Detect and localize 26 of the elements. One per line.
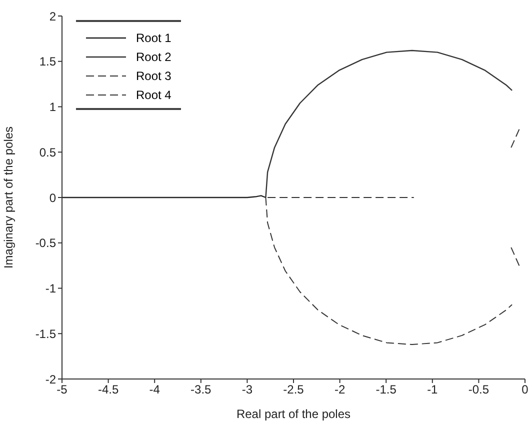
y-tick-label: -1.5 [35,326,56,341]
y-tick-label: 0.5 [39,145,56,160]
y-tick-label: -2 [45,372,56,386]
x-tick-label: -4.5 [98,382,119,397]
x-tick-label: -4 [149,382,160,397]
legend-label: Root 2 [136,50,172,64]
legend-label: Root 4 [136,88,172,102]
x-tick-label: -5 [56,382,68,397]
y-tick-label: 1 [49,100,56,114]
y-tick-label: 1.5 [39,54,56,69]
x-tick-label: -1.5 [376,382,397,397]
x-tick-label: -2.5 [283,382,304,397]
legend-label: Root 3 [136,68,172,82]
y-tick-label: 0 [49,190,56,205]
x-axis-title: Real part of the poles [236,407,351,421]
y-axis-title: Imaginary part of the poles [1,126,16,269]
x-tick-label: -3.5 [190,382,212,397]
x-tick-label: 0 [522,382,529,397]
x-tick-label: -3 [242,382,253,397]
x-tick-label: -1 [427,382,438,397]
y-tick-label: -1 [45,282,56,296]
legend-label: Root 1 [136,30,172,44]
y-tick-label: 2 [49,9,56,24]
x-tick-label: -2 [334,382,346,397]
y-tick-label: -0.5 [35,236,56,250]
x-tick-label: -0.5 [468,382,490,397]
